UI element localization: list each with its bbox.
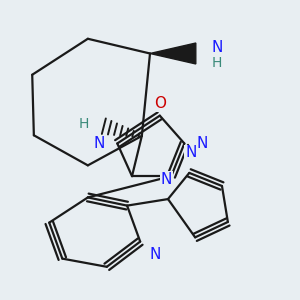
Text: O: O bbox=[154, 96, 166, 111]
Text: N: N bbox=[149, 248, 161, 262]
Text: N: N bbox=[161, 172, 172, 187]
Text: N: N bbox=[94, 136, 105, 151]
Text: N: N bbox=[197, 136, 208, 151]
Text: H: H bbox=[212, 56, 222, 70]
Polygon shape bbox=[150, 43, 196, 64]
Text: H: H bbox=[79, 117, 89, 131]
Text: N: N bbox=[185, 146, 196, 160]
Text: N: N bbox=[212, 40, 223, 55]
